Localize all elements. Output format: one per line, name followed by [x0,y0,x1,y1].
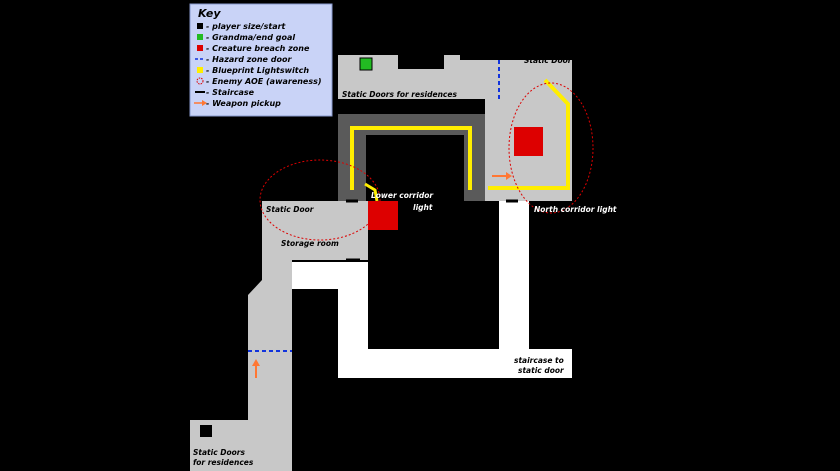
lightswitch-path-north [488,78,570,190]
key-item-hazard-door: - Hazard zone door [206,55,292,64]
lightswitch-path-inner [350,126,472,190]
weapon-pickup-north [492,172,512,180]
label-static-doors-residences-top: Static Doors for residences [342,90,457,99]
inner-void [366,135,464,201]
player-start [200,425,212,437]
goal-marker [359,57,373,71]
key-panel [189,3,333,117]
weapon-pickup-left [252,359,260,378]
label-static-doors-bottom-2: for residences [193,458,254,467]
label-static-doors-bottom-1: Static Doors [193,448,245,457]
key-item-player: - player size/start [206,22,287,31]
breach-zone-storage [368,201,398,230]
enemy-aoe-north [508,82,594,214]
key-swatch-player [197,23,203,29]
label-staircase-2: static door [518,366,565,375]
key-item-staircase: - Staircase [206,88,255,97]
label-static-door-left: Static Door [266,205,315,214]
key-legend: Key - player size/start - Grandma/end go… [189,3,333,117]
label-staircase-1: staircase to [514,356,564,365]
breach-zone-north [514,127,543,156]
key-item-breach: - Creature breach zone [206,44,310,53]
key-title: Key [198,7,221,20]
label-north-corridor-light: North corridor light [534,205,617,214]
enemy-aoe-storage [259,159,381,241]
key-item-goal: - Grandma/end goal [206,33,295,42]
floor-top-gap [398,55,444,69]
key-swatch-weapon-arrow-icon [194,100,207,106]
key-swatch-lightswitch [197,67,203,73]
key-swatch-goal [197,34,203,40]
label-lower-corridor-1: Lower corridor [371,191,434,200]
key-item-lightswitch: - Blueprint Lightswitch [206,66,309,75]
key-item-weapon: - Weapon pickup [206,99,281,108]
label-static-door-top: Static Door [524,56,573,65]
floor-left-hall [248,260,292,420]
floor-storage-room [262,201,368,260]
key-item-aoe: - Enemy AOE (awareness) [206,77,322,86]
label-storage-room: Storage room [281,239,339,248]
lightswitch-path-lower [364,182,379,202]
floor-top-slope [444,55,460,69]
key-swatch-aoe [196,77,204,85]
corridor-bottom-right [499,349,572,378]
key-swatch-breach [197,45,203,51]
corridor-right [499,201,529,378]
label-lower-corridor-2: light [413,203,433,212]
